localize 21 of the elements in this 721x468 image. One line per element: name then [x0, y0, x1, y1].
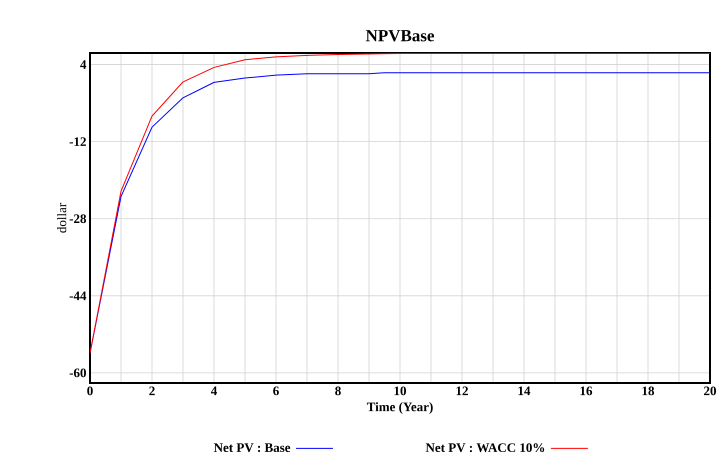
y-tick-label: 4	[80, 60, 86, 69]
legend-label: Net PV : WACC 10%	[426, 443, 544, 452]
y-axis-title: dollar	[57, 202, 66, 233]
x-tick-label: 12	[456, 386, 468, 396]
x-axis-title: Time (Year)	[366, 402, 433, 414]
x-tick-label: 14	[518, 386, 530, 396]
legend-label: Net PV : Base	[214, 443, 290, 452]
y-tick-label: -12	[70, 137, 86, 146]
y-tick-label: -28	[70, 214, 86, 224]
x-tick-label: 20	[704, 386, 716, 396]
x-tick-label: 10	[394, 386, 406, 396]
x-tick-label: 18	[642, 386, 654, 396]
x-tick-label: 2	[149, 386, 155, 396]
chart-title: NPVBase	[366, 30, 434, 42]
x-tick-label: 16	[580, 386, 592, 396]
x-tick-label: 6	[273, 386, 279, 396]
y-tick-label: -44	[70, 292, 86, 300]
x-tick-label: 4	[210, 386, 218, 396]
x-tick-label: 0	[87, 386, 93, 396]
y-tick-label: -60	[70, 368, 86, 378]
x-tick-label: 8	[335, 386, 341, 396]
